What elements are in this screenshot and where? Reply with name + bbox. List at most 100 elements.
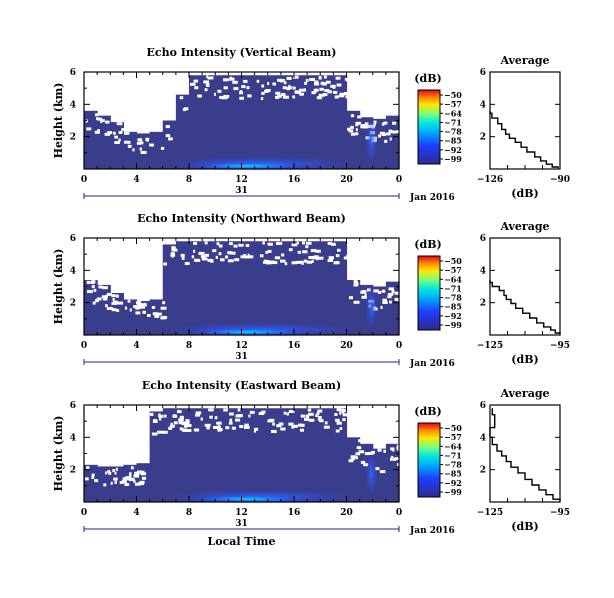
gap-cell [94,479,99,483]
gap-cell [330,84,336,88]
profile-x-tick-label: −95 [550,508,570,518]
gap-cell [357,115,362,119]
data-column [175,94,190,169]
gap-cell [282,86,287,90]
data-column [254,408,269,502]
gap-cell [171,246,176,250]
gap-cell [261,91,265,95]
gap-cell [280,427,286,431]
gap-cell [119,481,124,484]
gap-cell [293,75,299,79]
gap-cell [249,410,255,414]
gap-cell [300,414,306,418]
gap-cell [206,75,209,79]
gap-cell [156,312,162,316]
gap-cell [206,84,210,87]
gap-cell [91,475,95,479]
gap-cell [104,132,110,136]
gap-cell [364,122,369,126]
gap-cell [318,76,322,79]
gap-cell [336,408,341,412]
gap-cell [291,261,297,265]
gap-cell [304,417,310,421]
gap-cell [327,259,333,262]
gap-cell [316,96,322,100]
gap-cell [342,418,346,422]
gap-cell [140,151,147,154]
gap-cell [387,293,393,296]
gap-cell [204,241,208,245]
gap-cell [259,254,264,258]
gap-cell [248,414,251,418]
gap-cell [213,426,219,429]
gap-cell [341,410,345,414]
gap-cell [261,410,266,414]
gap-cell [137,138,143,142]
gap-cell [311,91,316,95]
gap-cell [140,472,147,476]
y-axis-label: Height (km) [52,83,65,159]
profile-line [489,110,559,169]
gap-cell [247,253,250,257]
profile-y-tick-label: 6 [480,401,486,411]
gap-cell [314,80,319,84]
profile-x-label: (dB) [511,187,538,200]
date-label: 31 [235,186,248,196]
gap-cell [122,477,126,481]
gap-cell [263,259,267,263]
gap-cell [147,314,151,317]
gap-cell [233,244,238,248]
data-column [202,75,216,169]
gap-cell [382,298,387,302]
gap-cell [386,132,391,136]
gap-cell [377,448,382,452]
y-tick-label: 6 [70,401,76,411]
gap-cell [291,243,298,247]
x-tick-label: 0 [396,341,402,351]
gap-cell [112,131,116,135]
gap-cell [124,140,128,144]
colorbar-unit: (dB) [414,238,441,251]
gap-cell [219,95,224,99]
gap-cell [247,94,252,98]
gap-cell [229,418,233,422]
gap-cell [322,93,328,97]
x-axis: 0 4 8 12 16 20 0 [81,72,402,185]
gap-cell [315,249,321,253]
gap-cell [249,255,254,259]
gap-cell [347,127,351,131]
gap-cell [201,257,208,261]
gap-cell [358,439,362,443]
colorbar-tick-label: −78 [444,127,462,137]
gap-cell [168,137,173,141]
gap-cell [102,119,105,122]
gap-cell [101,295,106,299]
gap-cell [234,258,240,262]
gap-cell [110,481,113,485]
gap-cell [392,121,397,125]
gap-cell [319,94,322,98]
gap-cell [127,299,131,303]
gap-cell [299,88,305,92]
gap-cell [218,252,222,256]
gap-cell [107,131,113,135]
gap-cell [334,95,339,99]
gap-cell [346,78,352,82]
y-tick-label: 2 [70,299,76,309]
gap-cell [296,241,299,245]
gap-cell [136,141,142,145]
gap-cell [185,424,192,428]
data-column [280,408,295,502]
gap-cell [186,429,192,432]
gap-cell [299,428,304,432]
gap-cell [344,92,350,95]
gap-cell [162,430,168,434]
gap-cell [379,131,385,135]
gap-cell [262,241,265,245]
profile-y-tick-label: 4 [480,433,486,443]
gap-cell [240,255,246,259]
colorbar-tick-label: −92 [444,478,462,488]
profile-plot: Average 2 4 6 −126 −90 (dB) [477,54,570,200]
gap-cell [316,411,320,415]
gap-cell [394,457,400,461]
